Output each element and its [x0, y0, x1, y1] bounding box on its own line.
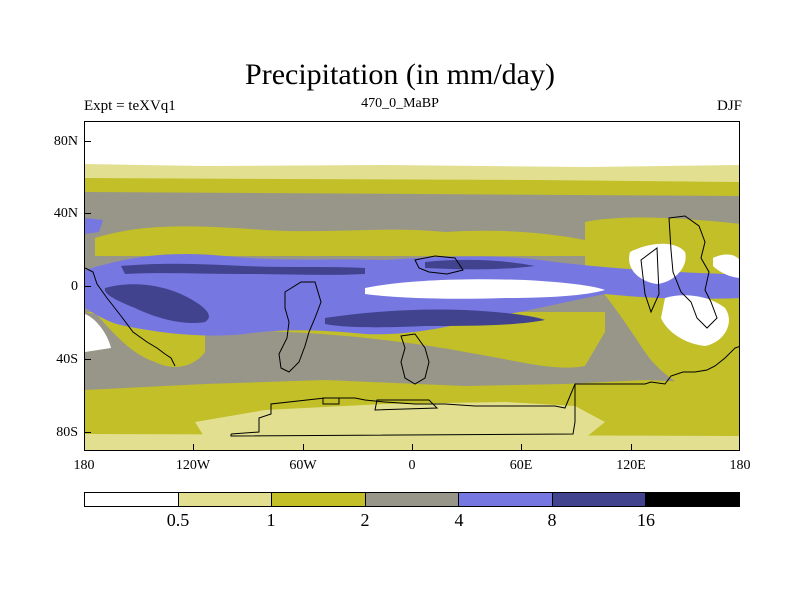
precipitation-map — [84, 121, 740, 451]
map-canvas — [85, 122, 739, 450]
lon-label-180e: 180 — [729, 458, 751, 473]
lat-label-40s: 40S — [56, 352, 78, 367]
lat-tick — [84, 141, 91, 142]
coast-south-landmass — [400, 333, 430, 385]
lat-tick — [84, 432, 91, 433]
coast-south-america — [278, 281, 322, 373]
colorbar-swatch — [459, 493, 553, 506]
dark-core-1 — [104, 284, 209, 324]
lon-tick — [631, 444, 632, 451]
age-label: 470_0_MaBP — [361, 96, 439, 111]
dark-core-4 — [425, 259, 535, 270]
colorbar-swatch — [178, 493, 273, 506]
dark-core-3 — [325, 309, 545, 328]
trop-north-green — [95, 226, 585, 256]
colorbar-swatch — [85, 493, 179, 506]
coastlines — [85, 215, 739, 437]
colorbar-swatch — [552, 493, 647, 506]
lat-label-0: 0 — [71, 279, 78, 294]
experiment-label: Expt = teXVq1 — [84, 98, 176, 114]
lon-label-60w: 60W — [289, 458, 317, 473]
colorbar-label: 0.5 — [166, 510, 190, 530]
lat-tick — [84, 286, 91, 287]
lon-label-60e: 60E — [509, 458, 533, 473]
lon-label-120w: 120W — [175, 458, 211, 473]
lon-tick — [303, 444, 304, 451]
colorbar-label: 16 — [637, 510, 655, 530]
lon-tick — [412, 444, 413, 451]
colorbar-label: 2 — [360, 510, 370, 530]
south-light-band — [195, 402, 605, 440]
coast-north-landmass — [414, 255, 464, 275]
colorbar-swatch — [646, 493, 740, 506]
colorbar-label: 8 — [547, 510, 557, 530]
lat-label-40n: 40N — [53, 206, 78, 221]
north-light-band — [85, 164, 739, 182]
lon-tick — [521, 444, 522, 451]
lon-tick — [193, 444, 194, 451]
dark-core-2 — [121, 263, 365, 275]
coast-east-landmass — [640, 247, 660, 314]
lon-label-120e: 120E — [616, 458, 646, 473]
coast-northeast-landmass — [668, 215, 718, 329]
lat-label-80n: 80N — [53, 134, 78, 149]
coast-small-islands — [322, 397, 439, 411]
far-south-light — [85, 434, 739, 450]
lat-tick — [84, 359, 91, 360]
white-far-ne — [713, 254, 739, 278]
colorbar-swatch — [272, 493, 366, 506]
lat-label-80s: 80S — [56, 425, 78, 440]
coast-west-landmass — [85, 267, 176, 367]
coast-antarctic-shelf — [230, 384, 576, 437]
colorbar-label: 1 — [266, 510, 276, 530]
colorbar-swatch — [365, 493, 460, 506]
white-southeast — [661, 295, 729, 346]
lon-label-0: 0 — [408, 458, 416, 473]
colorbar — [84, 492, 740, 507]
lon-label-180w: 180 — [73, 458, 95, 473]
season-label: DJF — [716, 98, 742, 114]
white-equatorial — [365, 279, 605, 299]
white-nw — [85, 218, 103, 234]
map-title: Precipitation (in mm/day) — [245, 58, 555, 91]
white-west — [85, 314, 111, 352]
colorbar-label: 4 — [454, 510, 464, 530]
coast-antarctica — [230, 346, 739, 435]
lat-tick — [84, 213, 91, 214]
